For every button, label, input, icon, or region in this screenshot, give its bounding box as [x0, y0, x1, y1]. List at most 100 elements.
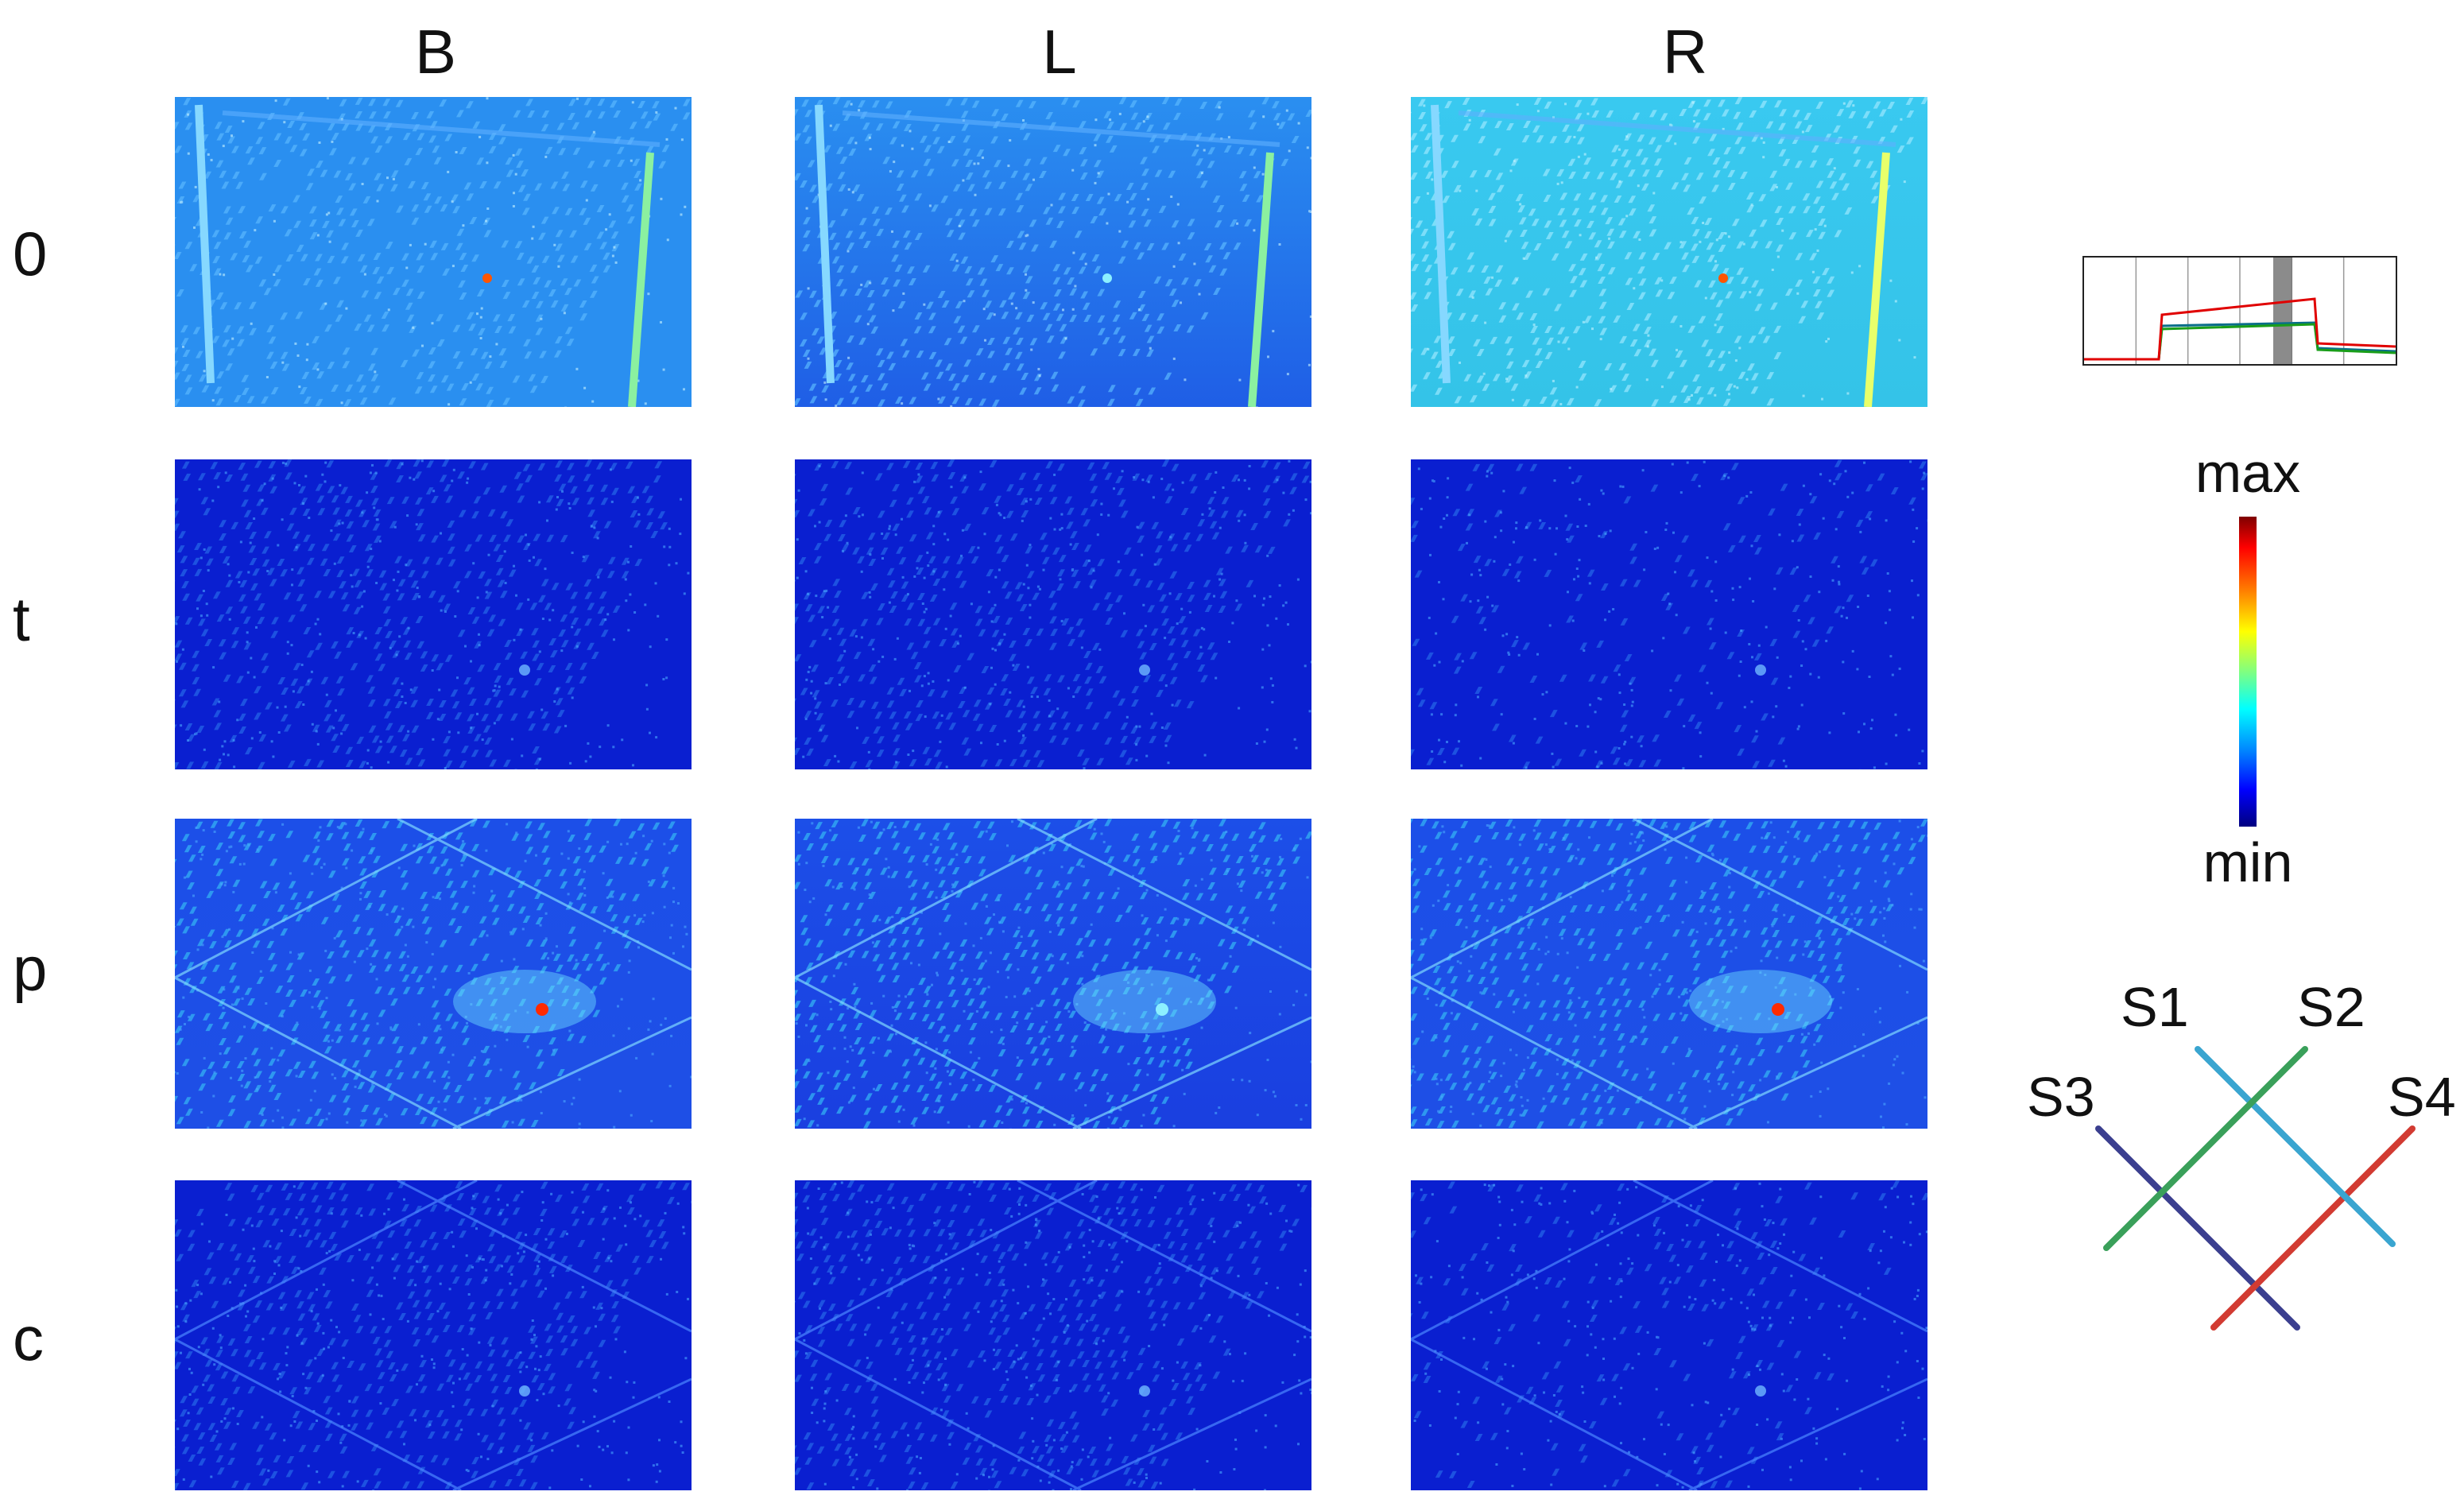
heatmap-image [1411, 459, 1927, 769]
panel-background [1411, 1180, 1927, 1490]
panel-background [175, 459, 692, 769]
weave-texture [795, 97, 1311, 407]
speckle-noise [795, 820, 1311, 1129]
strip-s1-label: S1 [2121, 976, 2189, 1038]
weave-texture [175, 819, 679, 1129]
strip-crosslines [795, 1180, 1311, 1490]
heatmap-panel-p-B [175, 819, 692, 1129]
strip-crosslines [175, 819, 692, 1129]
strip-crosslines [1411, 1180, 1927, 1490]
heatmap-image [175, 1180, 692, 1490]
strip-s3-label: S3 [2027, 1066, 2095, 1128]
colorbar-gradient [2239, 517, 2257, 827]
strip-crosslines [795, 819, 1311, 1129]
defect-spot [1718, 273, 1728, 283]
strip-s3-line [2095, 1125, 2300, 1331]
inset-highlight-band [2273, 258, 2292, 364]
defect-glow [1073, 970, 1216, 1033]
heatmap-image [795, 97, 1311, 407]
heatmap-panel-c-R [1411, 1180, 1927, 1490]
row-label-t: t [13, 584, 30, 654]
strip-crosslines [175, 1180, 692, 1490]
heatmap-panel-p-L [795, 819, 1311, 1129]
hot-spot [1049, 97, 1288, 129]
speckle-noise [1417, 460, 1927, 769]
defect-glow [453, 970, 596, 1033]
weave-texture [795, 819, 1311, 1129]
weave-texture [175, 97, 691, 407]
speckle-noise [180, 97, 687, 407]
inset-line-chart [2082, 256, 2397, 366]
defect-glow [1689, 970, 1832, 1033]
weave-texture [175, 459, 668, 769]
weave-texture [1411, 459, 1927, 769]
frame-bar-top [222, 110, 661, 147]
frame-bar-right [1864, 152, 1890, 407]
strip-s2-line [2103, 1046, 2308, 1251]
colorbar-max-label: max [2195, 442, 2301, 504]
defect-spot [1139, 1385, 1150, 1397]
heatmap-image [1411, 1180, 1927, 1490]
heatmap-image [175, 97, 692, 407]
weave-texture [795, 459, 1311, 769]
frame-bar-left [195, 104, 215, 384]
speckle-noise [176, 823, 692, 1129]
defect-spot [519, 664, 530, 676]
heatmap-panel-0-R [1411, 97, 1927, 407]
weave-texture [1411, 1180, 1927, 1489]
frame-bar-right [1248, 152, 1274, 407]
colorbar-legend: max min [2162, 445, 2337, 890]
speckle-noise [1413, 1182, 1927, 1490]
colorbar-min-label: min [2202, 831, 2293, 893]
strip-s1-line [2195, 1046, 2396, 1247]
strip-crosslines [1411, 819, 1927, 1129]
speckle-noise [175, 459, 690, 769]
heatmap-panel-p-R [1411, 819, 1927, 1129]
column-label-r: R [1662, 17, 1708, 87]
panel-background [795, 97, 1311, 407]
heatmap-panel-t-L [795, 459, 1311, 769]
defect-spot [1772, 1003, 1784, 1016]
heatmap-panel-0-L [795, 97, 1311, 407]
heatmap-image [175, 819, 692, 1129]
strip-layout-diagram [2095, 1046, 2416, 1331]
speckle-noise [175, 1185, 692, 1490]
heatmap-image [1411, 97, 1927, 407]
defect-spot [1156, 1003, 1168, 1016]
defect-spot [1102, 273, 1112, 283]
row-label-p: p [13, 934, 48, 1004]
panel-background [1411, 97, 1927, 407]
frame-bar-top [842, 110, 1280, 147]
column-label-l: L [1042, 17, 1077, 87]
defect-spot [536, 1003, 548, 1016]
heatmap-panel-0-B [175, 97, 692, 407]
panel-background [1411, 459, 1927, 769]
heatmap-panel-c-B [175, 1180, 692, 1490]
weave-texture [175, 1180, 690, 1490]
frame-bar-left [1431, 104, 1451, 384]
strip-s2-label: S2 [2297, 976, 2365, 1038]
heatmap-image [795, 1180, 1311, 1490]
panel-background [795, 819, 1311, 1129]
speckle-noise [1412, 819, 1927, 1129]
defect-spot [1755, 664, 1766, 676]
heatmap-image [1411, 819, 1927, 1129]
heatmap-image [795, 459, 1311, 769]
row-label-0: 0 [13, 219, 48, 289]
row-label-c: c [13, 1304, 44, 1373]
speckle-noise [796, 459, 1311, 769]
defect-spot [519, 1385, 530, 1397]
frame-bar-top [1458, 110, 1896, 147]
column-label-b: B [414, 17, 457, 87]
strip-s4-line [2210, 1125, 2416, 1331]
heatmap-image [175, 459, 692, 769]
panel-background [175, 97, 692, 407]
frame-bar-left [815, 104, 835, 384]
heatmap-panel-c-L [795, 1180, 1311, 1490]
defect-spot [482, 273, 492, 283]
strip-s4-label: S4 [2388, 1066, 2456, 1128]
inset-series-top [2084, 297, 2396, 361]
defect-spot [1139, 664, 1150, 676]
frame-bar-right [628, 152, 654, 407]
heatmap-image [795, 819, 1311, 1129]
